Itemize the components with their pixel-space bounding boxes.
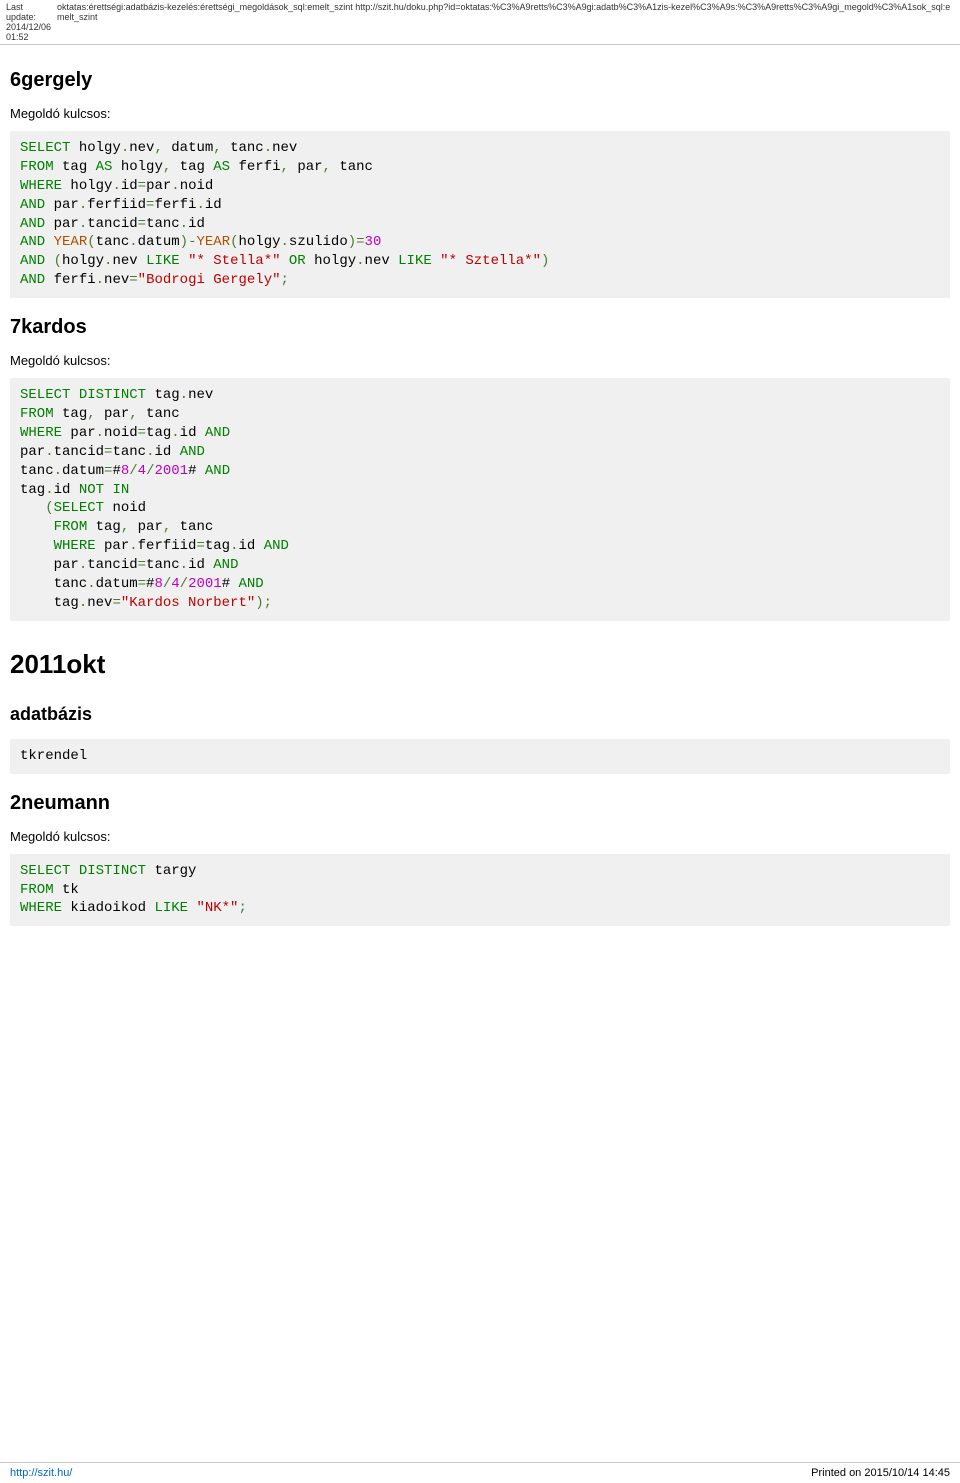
section-adatbazis: adatbázis [10,704,950,725]
page-content: 6gergely Megoldó kulcsos: SELECT holgy.n… [0,45,960,982]
subtitle-2neumann: Megoldó kulcsos: [10,829,950,844]
code-block-2: SELECT DISTINCT tag.nev FROM tag, par, t… [10,378,950,621]
last-update-value: 2014/12/0601:52 [6,22,51,42]
footer-url[interactable]: http://szit.hu/ [10,1467,72,1479]
page-header: Lastupdate: 2014/12/0601:52 oktatas:éret… [0,0,960,45]
section-7kardos: 7kardos [10,316,950,339]
section-6gergely: 6gergely [10,69,950,92]
tkrendel-label: tkrendel [20,748,87,764]
last-update-label: Lastupdate: [6,2,36,22]
subtitle-7kardos: Megoldó kulcsos: [10,353,950,368]
section-2neumann: 2neumann [10,792,950,815]
footer-printed: Printed on 2015/10/14 14:45 [811,1467,950,1479]
subtitle-6gergely: Megoldó kulcsos: [10,106,950,121]
section-2011okt: 2011okt [10,649,950,680]
last-update: Lastupdate: 2014/12/0601:52 [6,2,57,42]
page-footer: http://szit.hu/ Printed on 2015/10/14 14… [0,1462,960,1483]
code-block-3: SELECT DISTINCT targy FROM tk WHERE kiad… [10,854,950,927]
code-block-tkrendel: tkrendel [10,739,950,774]
header-breadcrumb: oktatas:érettségi:adatbázis-kezelés:éret… [57,2,954,22]
code-block-1: SELECT holgy.nev, datum, tanc.nev FROM t… [10,131,950,298]
